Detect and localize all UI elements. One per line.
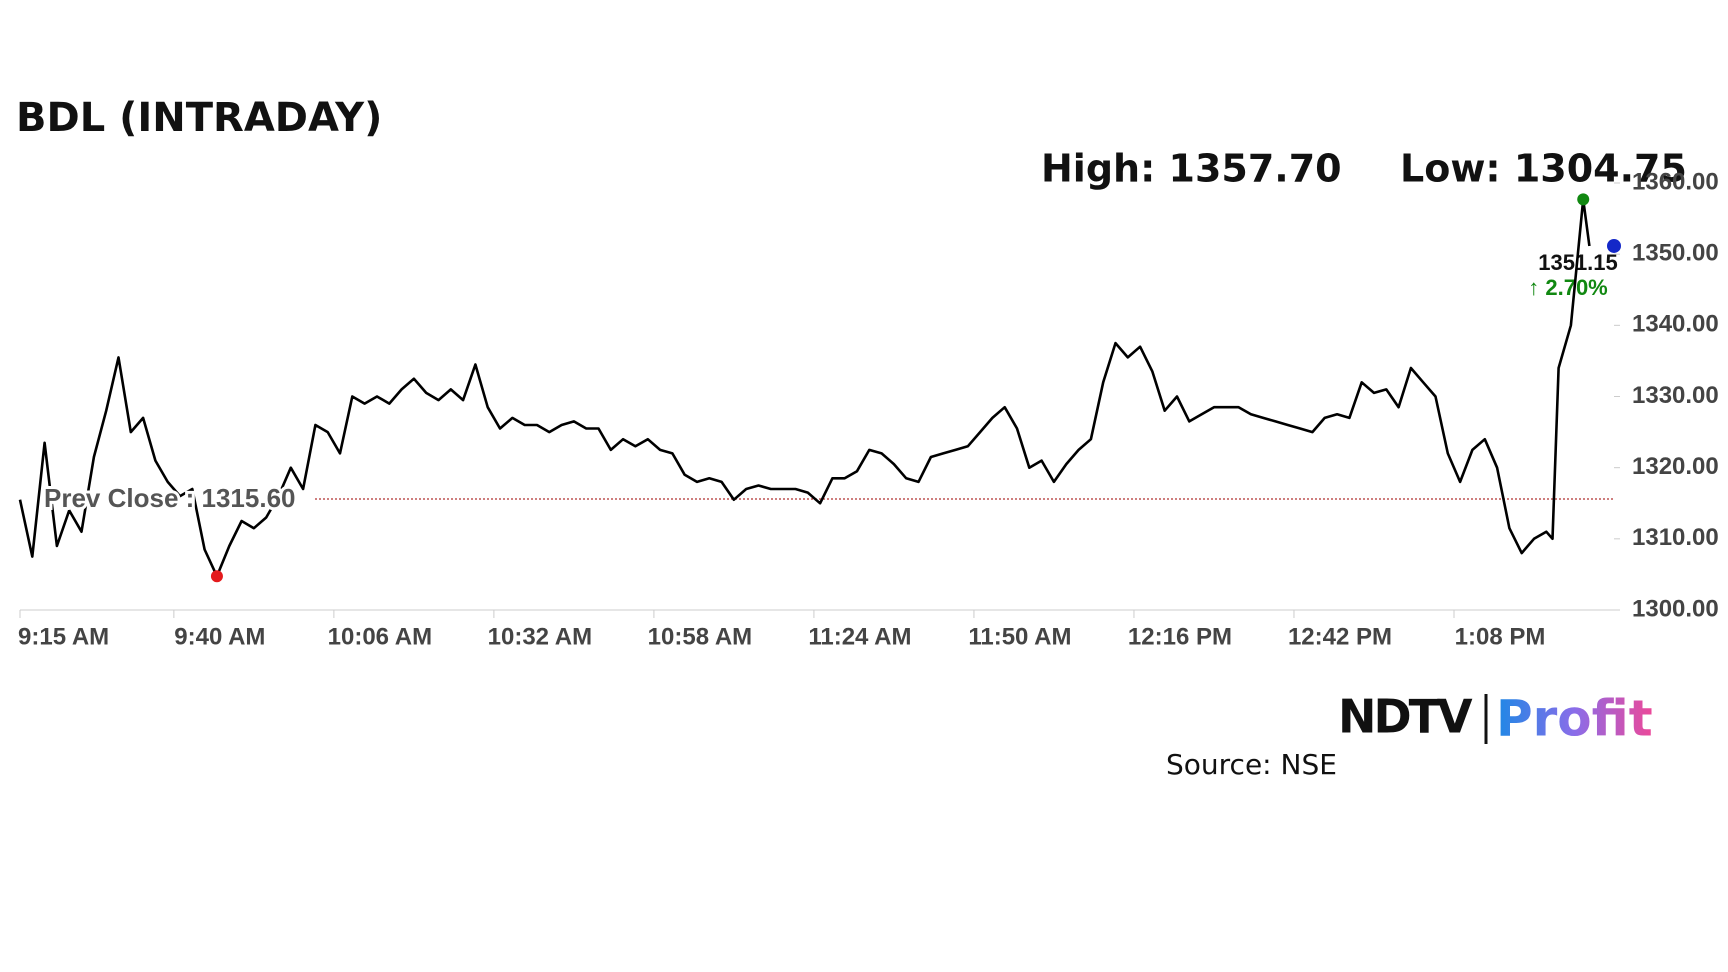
logo-left: NDTV	[1338, 690, 1473, 744]
y-tick-label: 1310.00	[1632, 524, 1719, 551]
high-marker	[1577, 193, 1590, 206]
price-line	[18, 198, 1591, 578]
x-tick-label: 10:06 AM	[328, 623, 432, 650]
y-tick-label: 1330.00	[1632, 382, 1719, 409]
high-label: High: 1357.70	[1041, 147, 1342, 191]
x-tick-label: 11:24 AM	[808, 623, 911, 650]
x-tick-label: 11:50 AM	[968, 623, 1071, 650]
low-marker	[210, 570, 223, 583]
x-tick-label: 12:42 PM	[1288, 623, 1392, 650]
change-label: ↑ 2.70%	[1528, 275, 1608, 300]
y-tick-label: 1300.00	[1632, 595, 1719, 622]
y-tick-label: 1320.00	[1632, 453, 1719, 480]
chart-title: BDL (INTRADAY)	[16, 95, 382, 141]
x-tick-label: 9:15 AM	[18, 623, 109, 650]
x-tick-label: 10:58 AM	[648, 623, 752, 650]
y-tick-label: 1360.00	[1632, 168, 1719, 195]
x-tick-label: 12:16 PM	[1128, 623, 1232, 650]
x-tick-label: 1:08 PM	[1455, 623, 1546, 650]
low-label: Low: 1304.75	[1400, 147, 1687, 191]
logo-right: Profit	[1496, 690, 1653, 748]
y-tick-label: 1350.00	[1632, 240, 1719, 267]
source: Source: NSE	[1166, 748, 1337, 781]
prev-close-label: Prev Close : 1315.60	[44, 483, 296, 513]
last-marker	[1607, 238, 1621, 253]
y-tick-label: 1340.00	[1632, 311, 1719, 338]
x-tick-label: 9:40 AM	[174, 623, 265, 650]
x-tick-label: 10:32 AM	[488, 623, 592, 650]
